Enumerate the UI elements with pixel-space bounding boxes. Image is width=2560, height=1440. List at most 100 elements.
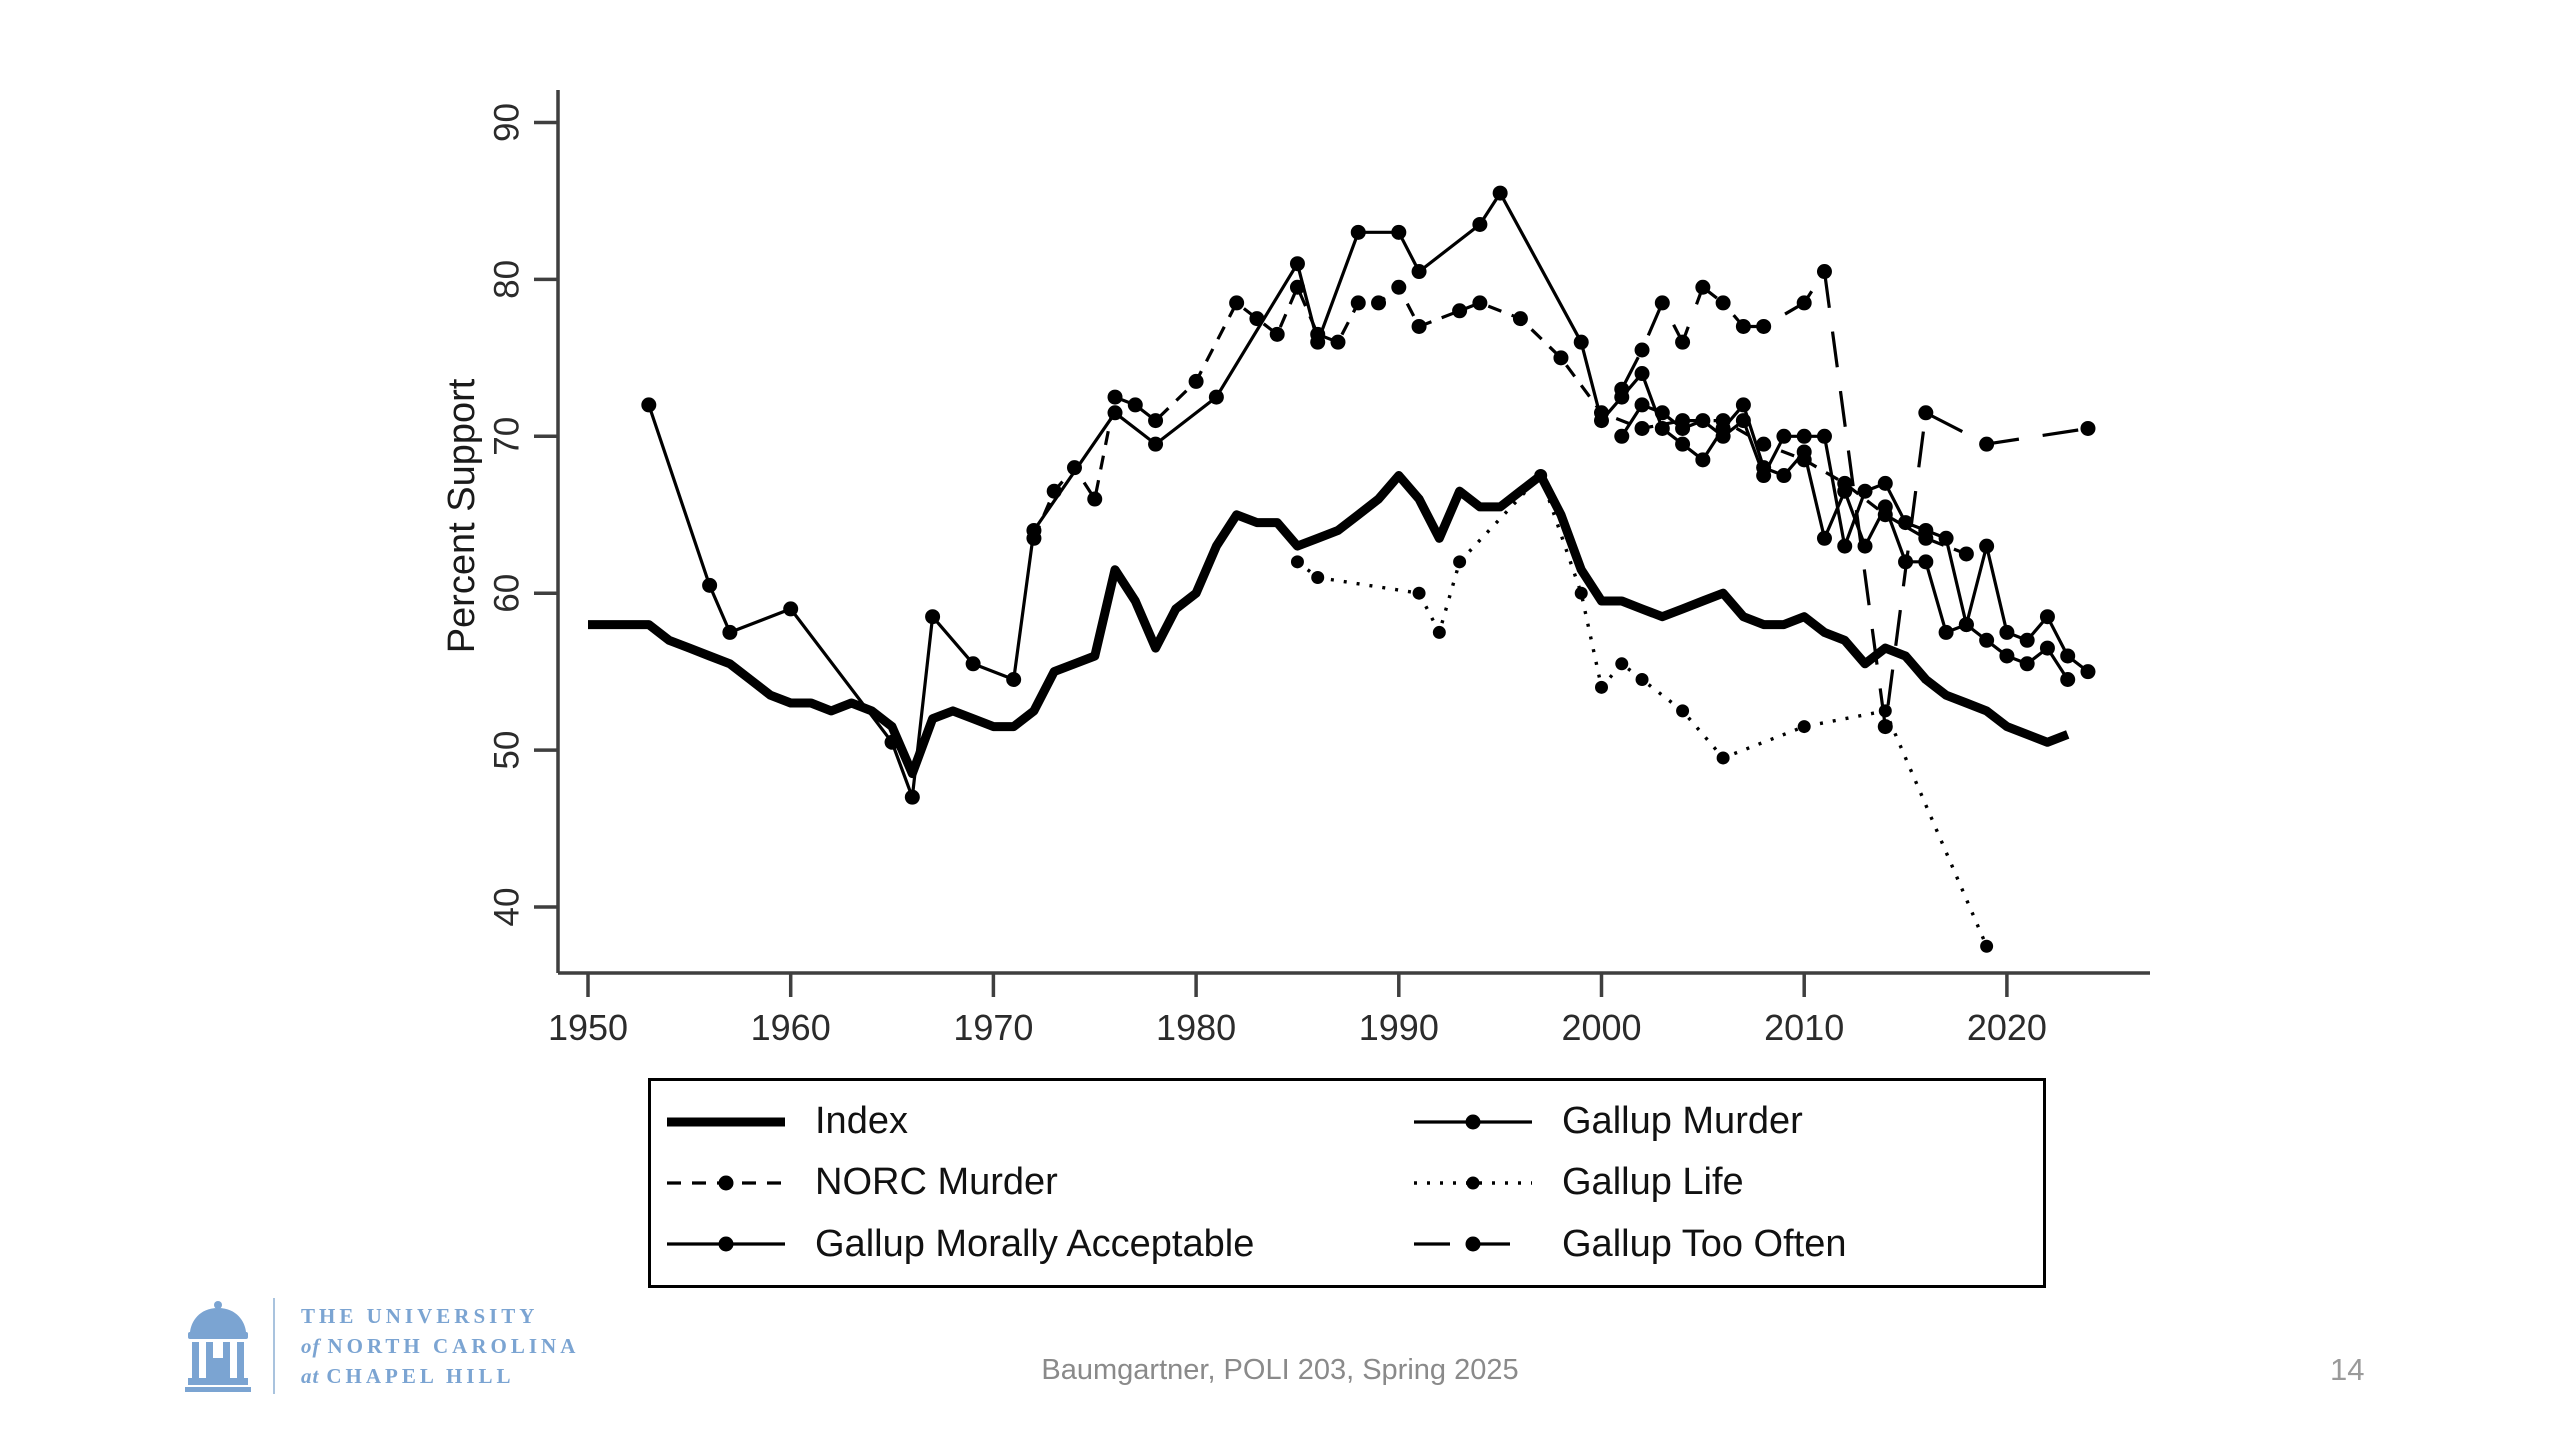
series-gallup-murder-marker [641,397,657,413]
series-norc-murder-marker [1553,350,1569,366]
unc-wordmark-line3: at CHAPEL HILL [301,1364,515,1388]
series-norc-murder-marker [1107,389,1123,405]
series-gallup-murder-marker [1837,483,1853,499]
series-gallup-murder-marker [904,789,920,805]
series-norc-murder-marker [1756,436,1772,452]
legend-swatch-long-dash [1414,1236,1532,1252]
x-tick-label-2020: 2020 [1967,1007,2047,1048]
series-gallup-morally-acceptable-marker [2039,609,2055,625]
series-gallup-murder-marker [1958,617,1974,633]
series-gallup-morally-acceptable-marker [1675,420,1691,436]
x-tick-label-1960: 1960 [751,1007,831,1048]
series-gallup-life-marker [1797,720,1811,734]
legend-swatch-dashed [667,1175,785,1191]
series-gallup-morally-acceptable-marker [1796,428,1812,444]
legend-item-gallup-too-often: Gallup Too Often [1412,1214,2043,1275]
legend-swatch-thin-solid [1414,1114,1532,1130]
series-gallup-too-often-marker [1796,295,1812,311]
series-gallup-murder-marker [1350,224,1366,240]
series-gallup-too-often-marker [1756,318,1772,334]
series-norc-murder-marker [1148,413,1164,429]
legend-item-gallup-murder: Gallup Murder [1412,1091,2043,1152]
series-gallup-too-often-marker [1877,719,1893,735]
legend-item-gallup-life: Gallup Life [1412,1152,2043,1213]
series-gallup-morally-acceptable-marker [1979,538,1995,554]
series-norc-murder-marker [1188,373,1204,389]
series-gallup-morally-acceptable-marker [1938,530,1954,546]
chart-legend: Index NORC Murder Gallup Morally Acceptabl… [648,1078,2046,1288]
series-gallup-too-often-marker [1735,318,1751,334]
series-gallup-life-marker [1412,586,1426,600]
series-gallup-morally-acceptable-marker [1614,428,1630,444]
series-norc-murder-marker [1391,279,1407,295]
series-gallup-murder-marker [965,656,981,672]
series-norc-murder-marker [1330,334,1346,350]
series-gallup-murder-marker [2019,656,2035,672]
series-gallup-murder-marker [1391,224,1407,240]
series-gallup-too-often-marker [1614,381,1630,397]
series-gallup-murder-marker [1148,436,1164,452]
series-gallup-morally-acceptable-marker [1776,428,1792,444]
legend-label: Gallup Life [1562,1161,1744,1204]
legend-label: Gallup Morally Acceptable [815,1222,1255,1265]
series-gallup-life-marker [1595,680,1608,694]
series-gallup-life-marker [1676,704,1690,718]
unc-old-well-icon [185,1301,251,1392]
series-gallup-too-often-marker [1979,436,1995,452]
series-gallup-murder-marker [1675,436,1691,452]
series-gallup-murder-marker [1979,632,1995,648]
series-gallup-murder-marker [1715,420,1731,436]
series-gallup-murder-marker [1107,405,1123,421]
series-gallup-morally-acceptable-marker [2080,664,2096,680]
series-gallup-morally-acceptable-marker [1634,397,1650,413]
legend-label: Gallup Murder [1562,1100,1803,1143]
unc-wordmark-line2: of NORTH CAROLINA [301,1334,580,1358]
series-gallup-murder-marker [1594,413,1609,429]
series-gallup-murder-marker [1573,334,1589,350]
y-tick-label-50: 50 [488,731,527,770]
unc-wordmark-line1: THE UNIVERSITY [301,1304,539,1328]
y-axis-title: Percent Support [441,378,483,653]
unc-logo: THE UNIVERSITY of NORTH CAROLINA at CHAPEL… [185,1298,579,1394]
series-gallup-murder-marker [1735,397,1751,413]
series-norc-murder-marker [1634,420,1650,436]
series-gallup-murder-marker [1999,648,2015,664]
series-gallup-morally-acceptable-marker [1837,538,1853,554]
page-number: 14 [2330,1352,2365,1387]
series-norc-murder-marker [1958,546,1974,562]
legend-item-gallup-morally-acceptable: Gallup Morally Acceptable [665,1214,1412,1275]
series-gallup-life-marker [1574,586,1588,600]
legend-swatch-thick-solid [667,1117,785,1127]
series-gallup-murder-marker [884,734,900,750]
series-gallup-life-marker [1635,672,1649,686]
x-tick-label-1990: 1990 [1359,1007,1439,1048]
series-gallup-too-often-line [1620,270,2089,729]
series-gallup-life-marker [1716,751,1730,765]
y-tick-label-70: 70 [488,417,527,456]
y-tick-label-90: 90 [488,103,527,142]
series-gallup-murder-marker [1208,389,1224,405]
series-norc-murder-marker [1512,311,1528,327]
x-tick-label-1980: 1980 [1156,1007,1236,1048]
series-gallup-murder-marker [1695,452,1711,468]
series-norc-murder-marker [1371,295,1387,311]
y-tick-label-40: 40 [488,888,527,927]
series-gallup-morally-acceptable-marker [1695,413,1711,429]
series-gallup-murder-marker [1776,468,1792,484]
series-gallup-murder-marker [1634,366,1650,382]
series-gallup-murder-marker [925,609,941,625]
series-norc-murder-marker [1350,295,1366,311]
series-gallup-murder-marker [783,601,799,617]
series-gallup-too-often-marker [1634,342,1650,358]
series-gallup-murder-marker [1472,216,1488,232]
x-tick-label-2010: 2010 [1764,1007,1844,1048]
series-gallup-too-often-marker [1675,334,1691,350]
series-norc-murder-marker [1452,303,1468,319]
series-gallup-morally-acceptable-marker [1857,483,1873,499]
series-gallup-morally-acceptable-marker [1918,522,1934,538]
series-gallup-murder-marker [1796,444,1812,460]
x-tick-label-1970: 1970 [953,1007,1033,1048]
legend-label: Gallup Too Often [1562,1222,1847,1265]
series-gallup-morally-acceptable-line [1620,403,2089,673]
series-gallup-morally-acceptable-marker [1999,624,2015,640]
